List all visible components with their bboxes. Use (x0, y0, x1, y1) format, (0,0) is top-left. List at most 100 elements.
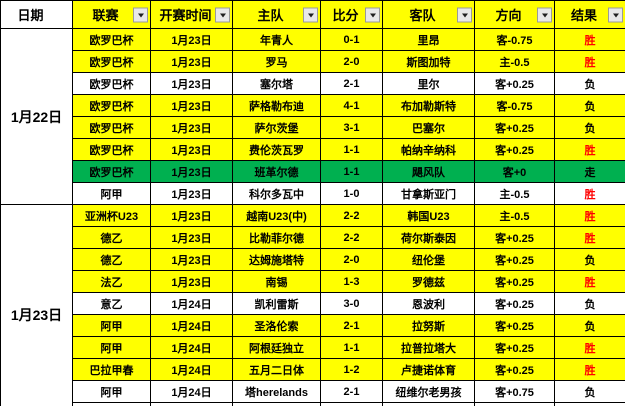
cell-result: 胜 (554, 336, 625, 359)
cell-time: 1月24日 (150, 358, 233, 381)
cell-time: 1月23日 (150, 248, 233, 271)
cell-result: 走 (554, 160, 625, 183)
cell-away: 罗德兹 (382, 270, 475, 293)
column-header-2[interactable]: 开赛时间 (150, 0, 233, 29)
column-header-label: 客队 (409, 8, 436, 23)
cell-home: 年青人 (232, 28, 321, 51)
cell-score: 2-0 (320, 50, 383, 73)
cell-away: 巴塞尔 (382, 116, 475, 139)
cell-result: 负 (554, 72, 625, 95)
column-header-4[interactable]: 比分 (320, 0, 383, 29)
cell-league: 欧罗巴杯 (72, 50, 151, 73)
cell-time: 1月23日 (150, 72, 233, 95)
cell-score: 2-1 (320, 72, 383, 95)
cell-time: 1月24日 (150, 402, 233, 406)
cell-dir: 客+0.75 (474, 380, 555, 403)
cell-dir: 客+0.25 (474, 314, 555, 337)
filter-dropdown-icon[interactable] (537, 7, 552, 22)
cell-league: 意乙 (72, 292, 151, 315)
cell-result: 负 (554, 248, 625, 271)
cell-away: 帕纳辛纳科 (382, 138, 475, 161)
cell-result: 胜 (554, 358, 625, 381)
cell-score: 4-1 (320, 94, 383, 117)
cell-league: 德乙 (72, 226, 151, 249)
cell-away: 荷尔斯泰因 (382, 226, 475, 249)
filter-dropdown-icon[interactable] (215, 7, 230, 22)
column-header-7[interactable]: 结果 (554, 0, 625, 29)
cell-away: 拉普拉塔大 (382, 336, 475, 359)
cell-score: 3-0 (320, 292, 383, 315)
column-header-label: 结果 (570, 8, 597, 23)
header-row: 日期 联赛 开赛时间 主队 比分 客队 方向 结果 (0, 0, 625, 29)
cell-result: 负 (554, 292, 625, 315)
cell-score: 1-0 (320, 182, 383, 205)
cell-away: 卢捷诺体育 (382, 358, 475, 381)
cell-home: 凯利雷斯 (232, 292, 321, 315)
column-header-1[interactable]: 联赛 (72, 0, 151, 29)
cell-dir: 客+0.25 (474, 226, 555, 249)
cell-time: 1月23日 (150, 116, 233, 139)
cell-time: 1月24日 (150, 336, 233, 359)
column-header-3[interactable]: 主队 (232, 0, 321, 29)
column-header-5[interactable]: 客队 (382, 0, 475, 29)
column-header-0[interactable]: 日期 (0, 0, 73, 29)
cell-league: 阿甲 (72, 336, 151, 359)
cell-score: 2-2 (320, 226, 383, 249)
cell-time: 1月23日 (150, 204, 233, 227)
cell-league: 欧罗巴杯 (72, 94, 151, 117)
column-header-6[interactable]: 方向 (474, 0, 555, 29)
table-row: 阿甲 1月23日 科尔多瓦中 1-0 甘拿斯亚门 主-0.5 胜 (1, 182, 625, 205)
cell-score: 2-1 (320, 402, 383, 406)
cell-dir: 客+0.25 (474, 72, 555, 95)
cell-league: 德乙 (72, 248, 151, 271)
column-header-label: 联赛 (92, 8, 119, 23)
cell-time: 1月23日 (150, 28, 233, 51)
cell-time: 1月23日 (150, 138, 233, 161)
cell-league: 阿甲 (72, 314, 151, 337)
cell-league: 欧罗巴杯 (72, 160, 151, 183)
filter-dropdown-icon[interactable] (303, 7, 318, 22)
cell-league: 欧罗巴杯 (72, 138, 151, 161)
cell-score: 1-1 (320, 138, 383, 161)
date-group-cell: 1月22日 (0, 28, 73, 205)
cell-score: 2-1 (320, 314, 383, 337)
cell-dir: 客+0.25 (474, 292, 555, 315)
cell-result: 胜 (554, 138, 625, 161)
filter-dropdown-icon[interactable] (365, 7, 380, 22)
table-row: 欧罗巴杯 1月23日 萨格勒布迪 4-1 布加勒斯特 客-0.75 负 (1, 94, 625, 117)
cell-result: 负 (554, 314, 625, 337)
table-row: 阿甲 1月24日 圣洛伦索 2-1 拉努斯 客+0.25 负 (1, 314, 625, 337)
table-row: 德乙 1月23日 比勒菲尔德 2-2 荷尔斯泰因 客+0.25 胜 (1, 226, 625, 249)
cell-result: 胜 (554, 270, 625, 293)
cell-away: 拉努斯 (382, 314, 475, 337)
date-group-cell: 1月23日 (0, 204, 73, 406)
cell-time: 1月23日 (150, 94, 233, 117)
cell-dir: 客+0.25 (474, 336, 555, 359)
cell-result: 胜 (554, 226, 625, 249)
cell-time: 1月23日 (150, 50, 233, 73)
table-row: 意乙 1月24日 凯利雷斯 3-0 恩波利 客+0.25 负 (1, 292, 625, 315)
cell-time: 1月23日 (150, 160, 233, 183)
cell-result: 胜 (554, 50, 625, 73)
cell-result: 胜 (554, 182, 625, 205)
cell-home: 萨格勒布迪 (232, 94, 321, 117)
cell-away: 飓风队 (382, 160, 475, 183)
cell-home: 比勒菲尔德 (232, 226, 321, 249)
cell-league: 欧罗巴杯 (72, 28, 151, 51)
cell-away: 图库曼竞技 (382, 402, 475, 406)
cell-league: 欧罗巴杯 (72, 72, 151, 95)
cell-home: 圣洛伦索 (232, 314, 321, 337)
cell-dir: 主-0.5 (474, 182, 555, 205)
cell-home: 达姆施塔特 (232, 248, 321, 271)
table-header: 日期 联赛 开赛时间 主队 比分 客队 方向 结果 (0, 0, 625, 29)
table-row: 1月22日 欧罗巴杯 1月23日 年青人 0-1 里昂 客-0.75 胜 (0, 28, 625, 205)
cell-away: 韩国U23 (382, 204, 475, 227)
table-row: 阿甲 1月24日 塔herelands 2-1 纽维尔老男孩 客+0.75 负 (1, 380, 625, 403)
cell-home: 费伦茨瓦罗 (232, 138, 321, 161)
cell-dir: 客+0.25 (474, 358, 555, 381)
filter-dropdown-icon[interactable] (457, 7, 472, 22)
filter-dropdown-icon[interactable] (608, 7, 623, 22)
column-header-label: 开赛时间 (159, 8, 212, 23)
filter-dropdown-icon[interactable] (133, 7, 148, 22)
